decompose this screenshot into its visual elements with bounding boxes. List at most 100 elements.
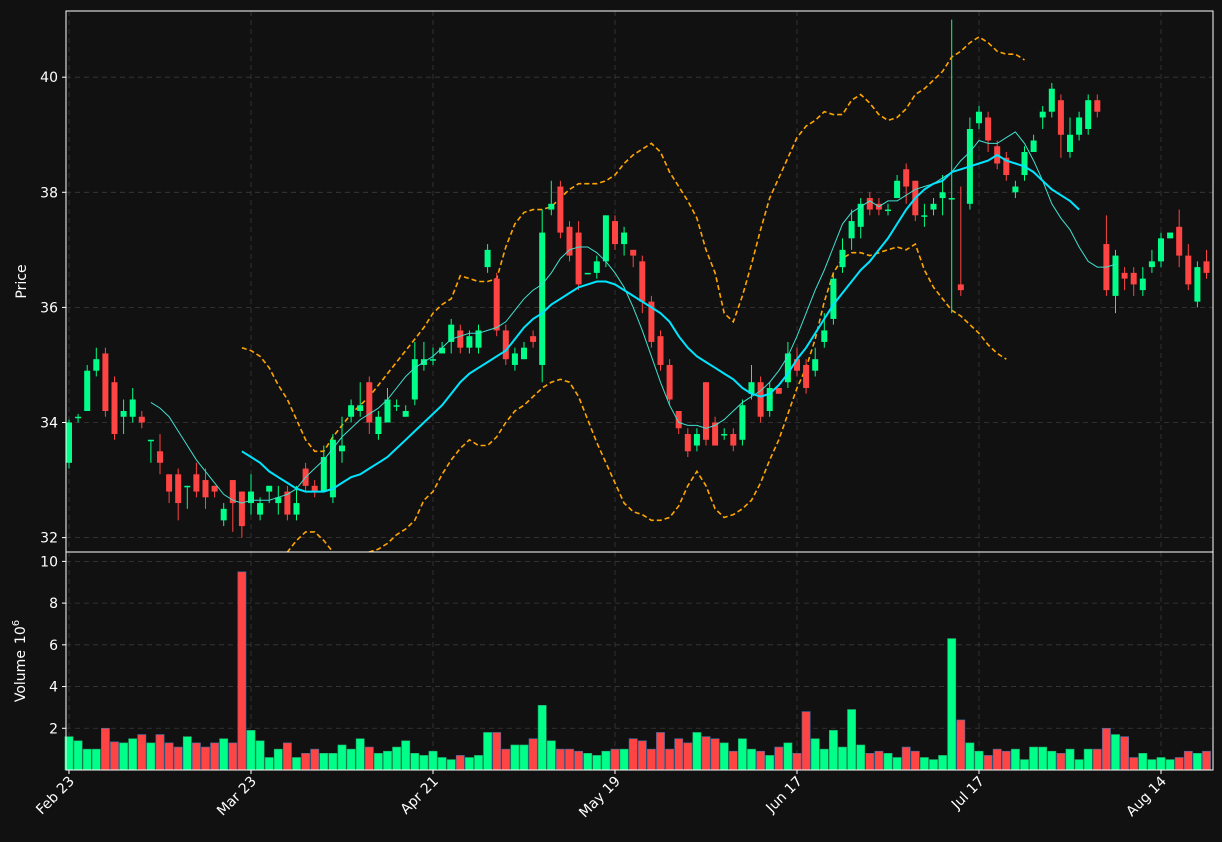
- candle-body-up: [411, 359, 418, 400]
- volume-bar-up: [1010, 748, 1020, 771]
- candle-body-up: [1112, 255, 1119, 296]
- volume-bar-up: [810, 738, 820, 771]
- candle-body-up: [375, 416, 382, 435]
- volume-bar-down: [301, 753, 310, 771]
- candle-body-up: [1085, 100, 1092, 129]
- candle-body-up: [885, 209, 891, 212]
- volume-bar-down: [1174, 757, 1184, 771]
- volume-axis-label-exponent-base: 10: [13, 626, 29, 644]
- candle-body-down: [557, 186, 564, 233]
- candle-body-down: [794, 359, 800, 371]
- candle-body-down: [493, 278, 500, 331]
- candle-body-up: [275, 497, 282, 504]
- candle-body-down: [575, 232, 582, 285]
- candle-body-up: [1076, 117, 1083, 135]
- candle-body-up: [521, 347, 527, 360]
- volume-bar-up: [264, 757, 274, 771]
- candle-body-down: [211, 485, 218, 492]
- candle-body-up: [448, 324, 455, 342]
- candle-body-up: [602, 215, 609, 262]
- volume-bar-up: [419, 755, 429, 771]
- volume-bar-down: [192, 742, 201, 771]
- volume-bar-up: [929, 759, 938, 771]
- volume-bar-up: [838, 746, 847, 771]
- volume-bar-up: [510, 744, 520, 771]
- candle-body-down: [157, 451, 163, 463]
- volume-bar-up: [292, 757, 301, 771]
- moving-average-slow-line: [241, 153, 1080, 493]
- volume-bar-up: [719, 742, 729, 771]
- candle-body-up: [839, 249, 846, 268]
- volume-bar-down: [610, 748, 620, 771]
- volume-tick-label: 4: [49, 680, 58, 696]
- moving-average-fast-line: [150, 131, 1116, 504]
- volume-bar-down: [801, 711, 811, 771]
- candle-body-up: [475, 330, 482, 348]
- volume-bar-down: [865, 753, 875, 771]
- candle-body-up: [748, 382, 755, 394]
- candle-body-down: [1094, 100, 1101, 112]
- volume-bar-up: [519, 744, 529, 771]
- candle-body-down: [903, 169, 910, 187]
- candle-body-up: [184, 485, 191, 488]
- volume-bar-down: [173, 746, 183, 771]
- volume-bar-up: [373, 753, 383, 771]
- candle-body-up: [120, 410, 127, 417]
- volume-bar-up: [1156, 757, 1166, 771]
- volume-bar-down: [1120, 736, 1129, 771]
- candle-body-up: [511, 353, 518, 365]
- candle-body-down: [175, 474, 182, 504]
- volume-bar-up: [765, 755, 775, 771]
- volume-bar-down: [237, 571, 247, 771]
- volume-bar-down: [1056, 753, 1066, 771]
- volume-bar-up: [965, 742, 975, 771]
- volume-bar-down: [1092, 748, 1102, 771]
- volume-bar-up: [383, 750, 392, 771]
- volume-bar-up: [883, 753, 893, 771]
- volume-bar-up: [219, 738, 229, 771]
- candle-body-down: [657, 336, 664, 365]
- candle-body-up: [339, 445, 345, 452]
- candle-body-up: [548, 203, 555, 210]
- volume-bar-down: [528, 738, 538, 771]
- candle-body-up: [593, 261, 600, 273]
- candle-body-down: [457, 330, 464, 348]
- candle-body-up: [257, 503, 264, 515]
- candle-body-up: [621, 232, 628, 245]
- candle-body-down: [366, 382, 373, 423]
- volume-bar-up: [401, 740, 411, 771]
- volume-bar-up: [392, 746, 401, 771]
- volume-bar-up: [919, 757, 929, 771]
- volume-tick-label: 6: [49, 638, 58, 654]
- candle-body-up: [784, 353, 791, 383]
- volume-bar-up: [246, 730, 256, 771]
- candle-body-down: [757, 382, 764, 417]
- candle-body-down: [1057, 100, 1064, 135]
- volume-bar-down: [101, 727, 110, 771]
- candle-body-up: [821, 330, 828, 342]
- volume-bar-up: [337, 744, 347, 771]
- candle-body-up: [1067, 134, 1073, 153]
- candle-body-up: [484, 249, 491, 268]
- volume-bar-down: [501, 748, 511, 771]
- volume-bar-up: [346, 748, 356, 771]
- candle-body-down: [102, 353, 109, 411]
- candle-body-down: [803, 364, 810, 388]
- price-grid: [66, 11, 1213, 552]
- candle-body-up: [248, 491, 254, 504]
- volume-bar-up: [1065, 748, 1075, 771]
- volume-bar-up: [428, 750, 438, 771]
- candle-body-down: [284, 491, 291, 515]
- candle-body-up: [830, 278, 837, 319]
- candle-body-down: [1176, 226, 1183, 256]
- candle-body-up: [75, 416, 82, 419]
- candle-body-down: [111, 382, 118, 435]
- volume-bar-down: [874, 750, 884, 771]
- candle-body-up: [1039, 111, 1046, 118]
- volume-bar-up: [73, 740, 83, 771]
- volume-bar-up: [128, 738, 138, 771]
- candle-body-up: [739, 405, 746, 440]
- candle-body-down: [1203, 261, 1210, 273]
- bollinger-lower-line: [285, 242, 1007, 552]
